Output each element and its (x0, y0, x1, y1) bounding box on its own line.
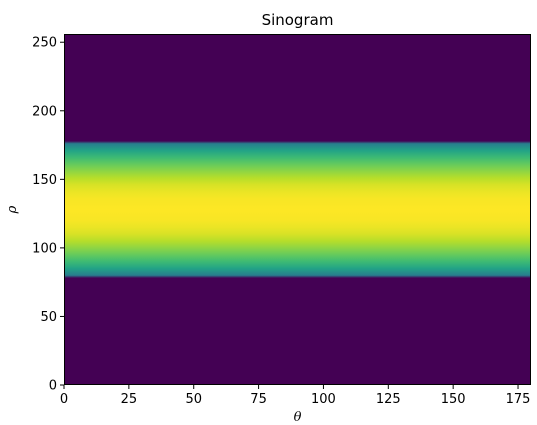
x-tick-label: 100 (311, 392, 336, 407)
plot-frame (64, 34, 531, 385)
x-axis: 0 25 50 75 100 125 150 175 (60, 385, 531, 407)
y-tick-label: 200 (32, 104, 57, 119)
x-tick-label: 25 (121, 392, 138, 407)
x-tick-label: 150 (441, 392, 466, 407)
x-tick-label: 175 (506, 392, 531, 407)
y-tick-label: 50 (40, 310, 57, 325)
y-axis-label: ρ (5, 205, 20, 214)
chart-title: Sinogram (262, 11, 334, 29)
plot-area (64, 34, 531, 385)
x-tick-label: 50 (185, 392, 202, 407)
heatmap-band (64, 140, 531, 279)
y-tick-label: 250 (32, 36, 57, 51)
y-tick-label: 0 (49, 379, 57, 394)
x-tick-label: 75 (250, 392, 267, 407)
x-axis-label: θ (294, 410, 302, 425)
x-tick-label: 125 (376, 392, 401, 407)
y-tick-label: 150 (32, 173, 57, 188)
y-tick-label: 100 (32, 241, 57, 256)
y-axis: 0 50 100 150 200 250 (32, 36, 64, 394)
x-tick-label: 0 (60, 392, 68, 407)
